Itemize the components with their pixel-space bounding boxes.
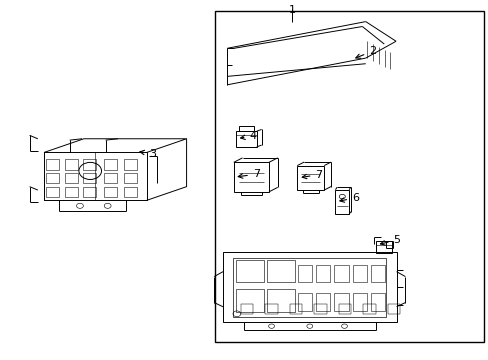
Bar bbox=[236, 131, 256, 147]
Bar bbox=[124, 186, 137, 197]
Bar bbox=[223, 252, 396, 322]
Bar bbox=[215, 11, 483, 342]
Bar bbox=[83, 186, 96, 197]
Bar bbox=[315, 265, 330, 282]
Bar bbox=[83, 159, 96, 170]
Bar bbox=[352, 293, 366, 311]
Bar bbox=[64, 173, 78, 183]
Bar bbox=[375, 240, 391, 253]
Bar bbox=[64, 159, 78, 170]
Bar bbox=[314, 304, 326, 314]
Bar bbox=[297, 265, 311, 282]
Bar bbox=[338, 304, 350, 314]
Bar bbox=[289, 304, 302, 314]
Text: 4: 4 bbox=[240, 131, 256, 141]
Bar bbox=[236, 260, 264, 282]
Bar bbox=[239, 126, 253, 131]
Bar bbox=[352, 265, 366, 282]
Text: 7: 7 bbox=[302, 170, 322, 180]
Bar bbox=[46, 159, 60, 170]
Bar bbox=[103, 159, 117, 170]
Bar bbox=[236, 289, 264, 312]
Text: 3: 3 bbox=[140, 149, 156, 159]
Bar bbox=[265, 304, 277, 314]
Bar bbox=[46, 173, 60, 183]
Bar bbox=[333, 293, 348, 311]
Bar bbox=[83, 173, 96, 183]
Text: 6: 6 bbox=[339, 193, 358, 203]
Bar bbox=[387, 304, 399, 314]
Text: 1: 1 bbox=[288, 5, 295, 15]
Bar bbox=[370, 293, 385, 311]
Bar bbox=[370, 265, 385, 282]
Bar bbox=[297, 293, 311, 311]
Bar bbox=[103, 186, 117, 197]
Bar bbox=[333, 265, 348, 282]
Bar bbox=[315, 293, 330, 311]
Bar bbox=[297, 166, 324, 190]
Bar bbox=[241, 304, 253, 314]
Text: 2: 2 bbox=[355, 46, 376, 58]
Bar bbox=[266, 289, 294, 312]
Bar bbox=[363, 304, 375, 314]
Bar bbox=[64, 186, 78, 197]
Bar bbox=[266, 260, 294, 282]
Bar bbox=[103, 173, 117, 183]
Bar bbox=[124, 159, 137, 170]
Bar bbox=[233, 162, 268, 192]
Bar bbox=[46, 186, 60, 197]
Bar bbox=[233, 258, 386, 316]
Text: 7: 7 bbox=[238, 169, 260, 179]
Bar bbox=[124, 173, 137, 183]
Text: 5: 5 bbox=[380, 235, 400, 245]
Bar bbox=[335, 190, 348, 214]
